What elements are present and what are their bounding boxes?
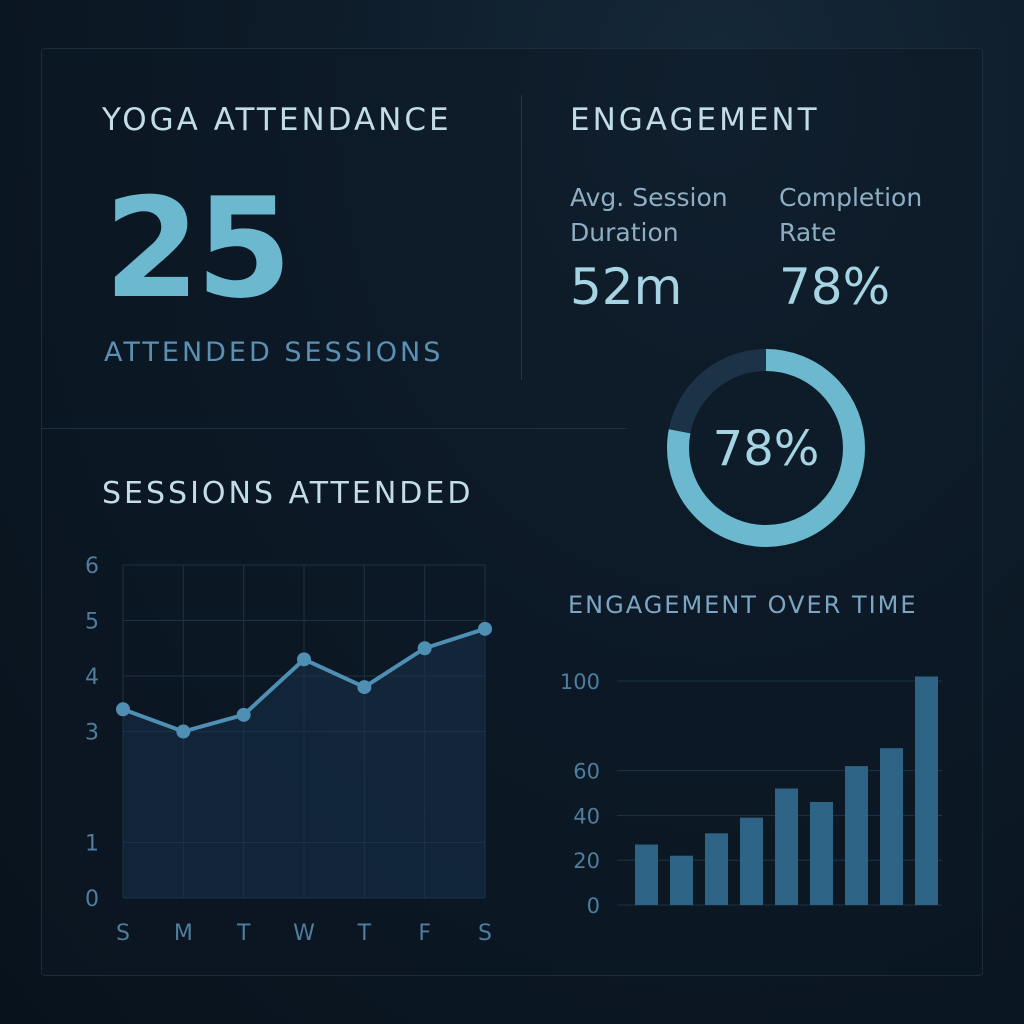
avg-session-value: 52m: [570, 258, 683, 316]
donut-center-label: 78%: [713, 421, 820, 477]
x-tick-label: S: [116, 921, 130, 946]
x-tick-label: M: [174, 921, 193, 946]
attendance-caption: ATTENDED SESSIONS: [104, 337, 444, 368]
attendance-count: 25: [104, 168, 292, 329]
y-tick-label: 100: [560, 670, 600, 694]
bar: [705, 833, 728, 905]
x-tick-label: T: [357, 921, 372, 946]
data-point: [176, 724, 191, 739]
line-chart-title: SESSIONS ATTENDED: [102, 476, 474, 511]
data-point: [116, 702, 130, 717]
x-tick-label: T: [236, 921, 251, 946]
bar: [915, 676, 938, 905]
completion-rate-label: Completion Rate: [779, 183, 923, 247]
y-tick-label: 40: [573, 804, 600, 828]
y-tick-label: 6: [85, 554, 99, 579]
y-tick-label: 5: [85, 610, 99, 635]
engagement-bar-chart: 0 20 40 60 100: [560, 670, 942, 918]
donut-progress-arc: [667, 349, 865, 547]
x-tick-label: W: [293, 921, 315, 946]
y-tick-label: 0: [85, 887, 99, 912]
bar: [880, 748, 903, 905]
y-tick-label: 60: [573, 760, 600, 784]
x-tick-label: S: [478, 921, 492, 946]
bar: [775, 788, 798, 905]
data-point: [478, 621, 492, 636]
data-point: [297, 652, 311, 667]
bar: [845, 766, 868, 905]
line-area-fill: [123, 628, 485, 898]
y-tick-label: 4: [85, 665, 99, 690]
bar-chart-title: ENGAGEMENT OVER TIME: [568, 591, 918, 619]
completion-donut-chart: 78%: [667, 349, 865, 547]
bar: [740, 817, 763, 905]
y-tick-label: 3: [85, 721, 99, 746]
sessions-line-chart: 0 1 3 4 5 6 S M T W T F S: [85, 554, 492, 946]
vertical-divider: [521, 95, 522, 380]
bar: [810, 801, 833, 905]
bar: [670, 855, 693, 905]
y-tick-label: 0: [587, 894, 600, 918]
bar: [635, 844, 658, 905]
engagement-title: ENGAGEMENT: [570, 102, 820, 138]
y-tick-label: 1: [85, 832, 99, 857]
data-point: [236, 707, 251, 722]
data-point: [417, 641, 432, 656]
x-tick-label: F: [418, 921, 431, 946]
attendance-title: YOGA ATTENDANCE: [102, 102, 452, 138]
data-point: [357, 680, 372, 695]
completion-rate-value: 78%: [779, 258, 891, 316]
avg-session-label: Avg. Session Duration: [570, 183, 728, 247]
horizontal-divider: [41, 428, 627, 429]
y-tick-label: 20: [573, 849, 600, 873]
